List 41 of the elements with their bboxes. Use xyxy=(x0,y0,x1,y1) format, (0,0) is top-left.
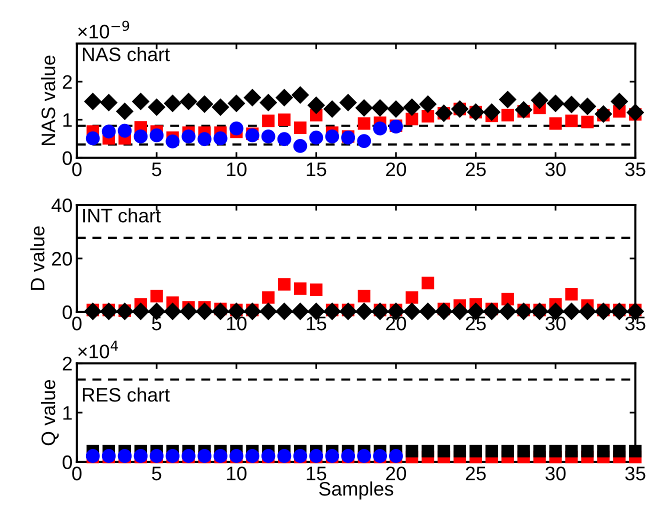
x-tick-label: 20 xyxy=(386,316,406,330)
x-tick-label: 15 xyxy=(306,162,326,176)
y-tick-label: 2 xyxy=(62,356,72,370)
text: ×10$^{4}$ xyxy=(78,340,118,358)
x-tick-label: 30 xyxy=(545,466,566,480)
y-tick-label: 0 xyxy=(62,151,72,166)
x-tick-label: 10 xyxy=(227,466,246,480)
text: RES chart xyxy=(82,387,170,402)
x-tick-label: 5 xyxy=(152,466,162,480)
x-tick-label: 25 xyxy=(466,162,486,176)
y-tick-label: 1 xyxy=(63,113,72,127)
x-tick-label: 10 xyxy=(227,316,246,330)
x-tick-label: 30 xyxy=(545,316,566,330)
x-tick-label: 25 xyxy=(466,466,486,480)
y-axis-title: Q value xyxy=(40,380,59,446)
y-axis-title: NAS value xyxy=(40,56,56,146)
y-tick-label: 0 xyxy=(62,455,72,470)
x-tick-label: 20 xyxy=(386,162,406,176)
y-tick-label: 0 xyxy=(62,305,72,320)
x-tick-label: 30 xyxy=(545,162,566,176)
x-tick-label: 15 xyxy=(306,466,326,480)
chart-title: INT chart xyxy=(83,208,161,222)
x-tick-label: 25 xyxy=(466,316,486,330)
x-tick-label: 35 xyxy=(625,466,646,480)
x-tick-label: 0 xyxy=(72,466,82,480)
x-axis-title: Samples xyxy=(319,481,394,500)
y-axis-title: D value xyxy=(30,226,44,290)
y-tick-label: 1 xyxy=(63,406,72,420)
y-tick-label: 20 xyxy=(52,252,72,266)
chart-title: NAS chart xyxy=(82,47,170,62)
x-tick-label: 10 xyxy=(227,162,246,176)
y-tick-label: 40 xyxy=(52,198,72,212)
x-tick-label: 0 xyxy=(72,162,82,176)
x-tick-label: 0 xyxy=(72,316,82,330)
y-tick-label: 2 xyxy=(62,75,72,89)
x-tick-label: 5 xyxy=(152,162,162,176)
x-tick-label: 20 xyxy=(386,466,406,480)
x-tick-label: 35 xyxy=(625,316,646,330)
text: ×10$^{−9}$ xyxy=(78,20,130,38)
x-tick-label: 35 xyxy=(625,162,646,176)
x-tick-label: 15 xyxy=(306,316,326,330)
